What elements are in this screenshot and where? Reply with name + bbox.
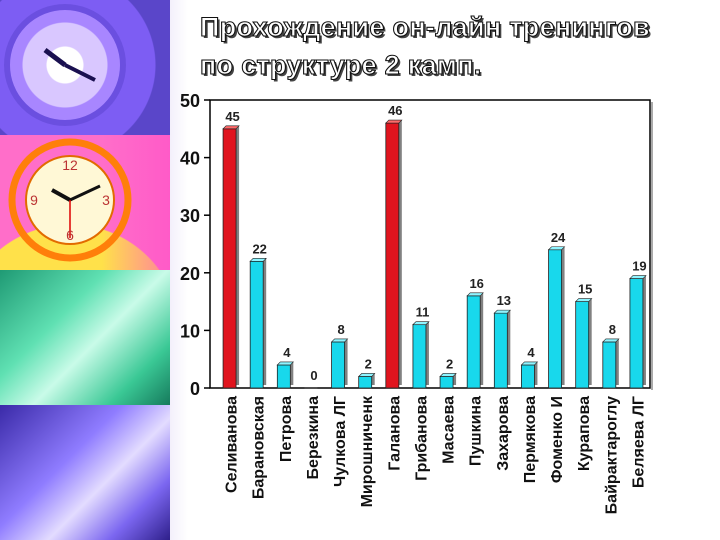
bar-value-label: 8	[337, 322, 344, 337]
bar-value-label: 24	[551, 230, 566, 245]
bar	[385, 122, 400, 389]
bar-top	[602, 338, 620, 343]
category-label: Петрова	[278, 396, 295, 462]
bar-value-label: 2	[365, 356, 372, 371]
bar-top	[249, 257, 267, 262]
bar	[331, 341, 345, 389]
bar-top	[276, 361, 295, 366]
bar	[439, 376, 454, 389]
purple-clock-icon	[4, 4, 126, 126]
bar	[276, 364, 291, 389]
clock-icons: 12 3 6 9	[4, 4, 132, 262]
bar-top	[493, 309, 512, 314]
decorative-side-strip: 12 3 6 9	[0, 0, 170, 540]
bar	[412, 324, 427, 389]
orange-clock-icon: 12 3 6 9	[8, 138, 132, 262]
bar	[629, 278, 644, 389]
bar	[222, 128, 237, 389]
bar-top	[222, 125, 240, 130]
bar-value-label: 8	[609, 322, 616, 337]
green-papers-image	[0, 270, 170, 405]
bar-top	[357, 373, 376, 377]
title-line-2: по структуре 2 камп.	[199, 49, 482, 80]
y-tick-label: 0	[190, 379, 200, 399]
bar-value-label: 2	[446, 356, 453, 371]
category-label: Захарова	[495, 396, 512, 471]
category-label: Пушкина	[468, 396, 485, 466]
y-tick-label: 10	[180, 321, 200, 341]
bar	[548, 249, 562, 389]
svg-text:9: 9	[30, 192, 38, 208]
bar-top	[466, 292, 484, 297]
bar-value-label: 4	[283, 345, 291, 360]
bar-top	[330, 338, 349, 343]
bar-top	[574, 298, 593, 302]
bar	[602, 341, 617, 389]
svg-text:12: 12	[62, 157, 78, 173]
category-label: Грибанова	[413, 396, 430, 481]
y-tick-label: 40	[180, 149, 200, 169]
bar-value-label: 19	[632, 259, 646, 274]
bar-top	[439, 373, 457, 377]
category-label: Галанова	[386, 396, 403, 471]
bar-value-label: 46	[388, 103, 402, 118]
bar-top	[547, 246, 566, 251]
bar-value-label: 4	[527, 345, 535, 360]
bar-top	[629, 275, 647, 279]
bar-top	[412, 321, 430, 325]
bar-top	[385, 119, 403, 124]
bar	[466, 295, 481, 389]
bar-value-label: 13	[497, 293, 511, 308]
category-label: Барановская	[251, 396, 268, 499]
bar	[249, 260, 264, 389]
bar-value-label: 0	[310, 368, 317, 383]
bar	[575, 301, 590, 389]
y-tick-label: 20	[180, 264, 200, 284]
category-label: Фоменко И	[549, 396, 566, 483]
category-label: Мирошниченк	[359, 395, 376, 507]
purple-papers-image	[0, 405, 170, 540]
page-title: Прохождение он-лайн тренингов по структу…	[199, 8, 710, 84]
bar-top	[520, 361, 539, 366]
labels-layer: 45Селиванова22Барановская4Петрова0Березк…	[224, 103, 648, 514]
category-label: Курапова	[576, 396, 593, 471]
svg-text:3: 3	[102, 192, 110, 208]
category-label: Чулкова ЛГ	[332, 396, 349, 487]
category-label: Масаева	[441, 396, 458, 464]
bar-value-label: 45	[225, 109, 239, 124]
bar-value-label: 15	[578, 282, 592, 297]
bars-layer	[222, 119, 647, 389]
category-label: Березкина	[305, 396, 322, 480]
y-tick-label: 50	[180, 91, 200, 111]
bar	[358, 376, 373, 389]
category-label: Селиванова	[224, 396, 241, 493]
category-label: Пермякова	[522, 396, 539, 483]
bar	[493, 312, 508, 389]
bar	[521, 364, 535, 389]
plot-frame	[209, 99, 651, 389]
bar-value-label: 16	[469, 276, 483, 291]
title-line-1: Прохождение он-лайн тренингов	[199, 11, 650, 42]
svg-text:6: 6	[66, 227, 74, 243]
bar-value-label: 22	[252, 241, 266, 256]
strip-edge	[170, 0, 188, 540]
y-tick-label: 30	[180, 206, 200, 226]
category-label: Байрактароглу	[603, 396, 620, 514]
category-label: Беляева ЛГ	[630, 396, 647, 488]
bar-value-label: 11	[416, 305, 430, 320]
